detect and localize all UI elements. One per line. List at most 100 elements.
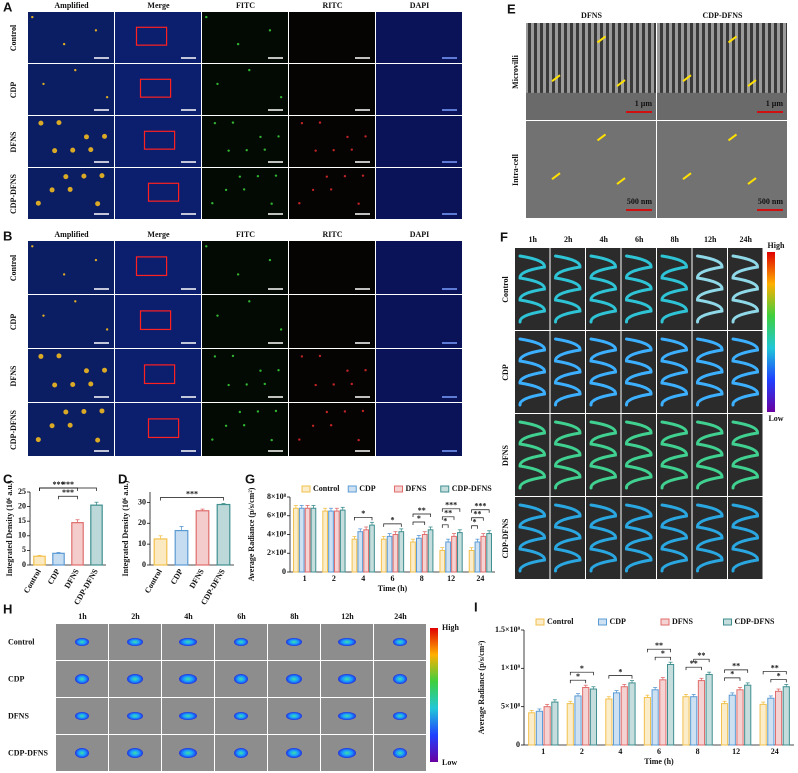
x-tick-label: 6 (657, 747, 661, 756)
row-label: DFNS (8, 711, 29, 720)
significance-bracket (569, 671, 594, 676)
organ-signal (234, 638, 248, 646)
bar (682, 696, 690, 746)
y-tick-label: 8×10⁸ (267, 492, 287, 501)
x-tick-label: 1 (541, 747, 545, 756)
bar (52, 552, 65, 566)
bar (589, 688, 598, 746)
x-axis-label: Time (h) (644, 757, 674, 766)
bar (566, 703, 574, 746)
significance-label: ** (655, 641, 663, 650)
micrograph (202, 349, 288, 402)
gut-signal (625, 337, 653, 407)
bar (195, 510, 210, 566)
column-header: DAPI (410, 1, 430, 10)
signal-spot (263, 148, 266, 151)
y-tick-label: 0 (516, 740, 520, 749)
signal-spot (350, 382, 353, 386)
significance-bracket (471, 517, 484, 521)
bar (351, 538, 358, 573)
signal-spot (364, 135, 367, 138)
legend-swatch (598, 618, 607, 626)
tem-base (526, 92, 656, 120)
bar (439, 549, 446, 573)
row-label: Control (501, 275, 510, 302)
signal-spot (346, 135, 349, 139)
bar (457, 532, 463, 573)
signal-spot (216, 314, 219, 317)
significance-label: * (661, 649, 665, 658)
gut-signal (625, 503, 653, 573)
organ-signal (338, 712, 356, 720)
signal-spot (263, 382, 266, 386)
signal-spot (248, 300, 251, 303)
micrograph (289, 12, 375, 63)
bar (410, 541, 416, 573)
panel-label: F (500, 229, 508, 244)
column-header: 12h (341, 612, 354, 621)
x-tick-label: 2 (580, 747, 584, 756)
column-header: 4h (184, 612, 193, 621)
signal-spot (245, 148, 248, 152)
significance-bracket (58, 495, 78, 500)
signal-spot (270, 202, 273, 205)
organ-signal (338, 748, 356, 758)
signal-spot (279, 328, 283, 331)
signal-spot (88, 147, 94, 153)
gut-signal (696, 420, 724, 490)
y-tick-label: 5×10⁸ (501, 701, 521, 710)
gut-signal (518, 420, 546, 490)
signal-spot (274, 409, 278, 413)
signal-spot (62, 42, 66, 46)
gut-signal (518, 254, 546, 324)
significance-label: * (473, 518, 477, 527)
micrograph (202, 12, 288, 63)
significance-label: * (417, 514, 421, 523)
signal-spot (83, 368, 89, 374)
micrograph (115, 403, 201, 456)
gut-signal (589, 337, 617, 407)
x-tick-label: 12 (447, 574, 455, 583)
column-header: DFNS (581, 11, 602, 20)
signal-spot (63, 409, 69, 415)
x-tick-label: CDP (46, 567, 62, 586)
micrograph (28, 295, 114, 348)
micrograph (202, 295, 288, 348)
significance-bracket (471, 509, 490, 513)
signal-spot (42, 82, 45, 86)
signal-spot (211, 201, 214, 205)
y-tick-label: 20 (138, 518, 146, 527)
signal-spot (216, 82, 219, 86)
row-label: CDP (9, 314, 18, 331)
x-tick-label: 2 (332, 574, 336, 583)
bar (759, 703, 767, 746)
panel-label: G (245, 471, 255, 486)
significance-bracket (693, 658, 710, 663)
bar (421, 534, 428, 573)
signal-spot (357, 202, 360, 205)
micrograph (289, 64, 375, 115)
colorbar-low: Low (442, 758, 457, 767)
signal-spot (298, 201, 301, 205)
gut-signal (589, 503, 617, 573)
x-axis-label: Time (h) (378, 584, 408, 593)
bar (369, 524, 375, 573)
signal-spot (52, 148, 58, 154)
micrograph (115, 241, 201, 294)
gut-signal (696, 337, 724, 407)
column-header: 4h (600, 235, 609, 244)
x-tick-label: DFNS (63, 567, 82, 590)
legend-swatch (394, 485, 403, 493)
signal-spot (318, 354, 322, 358)
signal-spot (346, 369, 349, 372)
y-axis-label: Average Radiance (p/s/cm²) (247, 487, 256, 581)
bar (174, 529, 189, 566)
y-tick-label: 30 (138, 497, 146, 506)
colorbar-high: High (442, 623, 459, 632)
column-header: Amplified (54, 1, 89, 10)
colorbar (430, 628, 438, 762)
gut-signal (731, 503, 759, 573)
organ-signal (179, 674, 197, 684)
legend-label: Control (313, 484, 340, 493)
